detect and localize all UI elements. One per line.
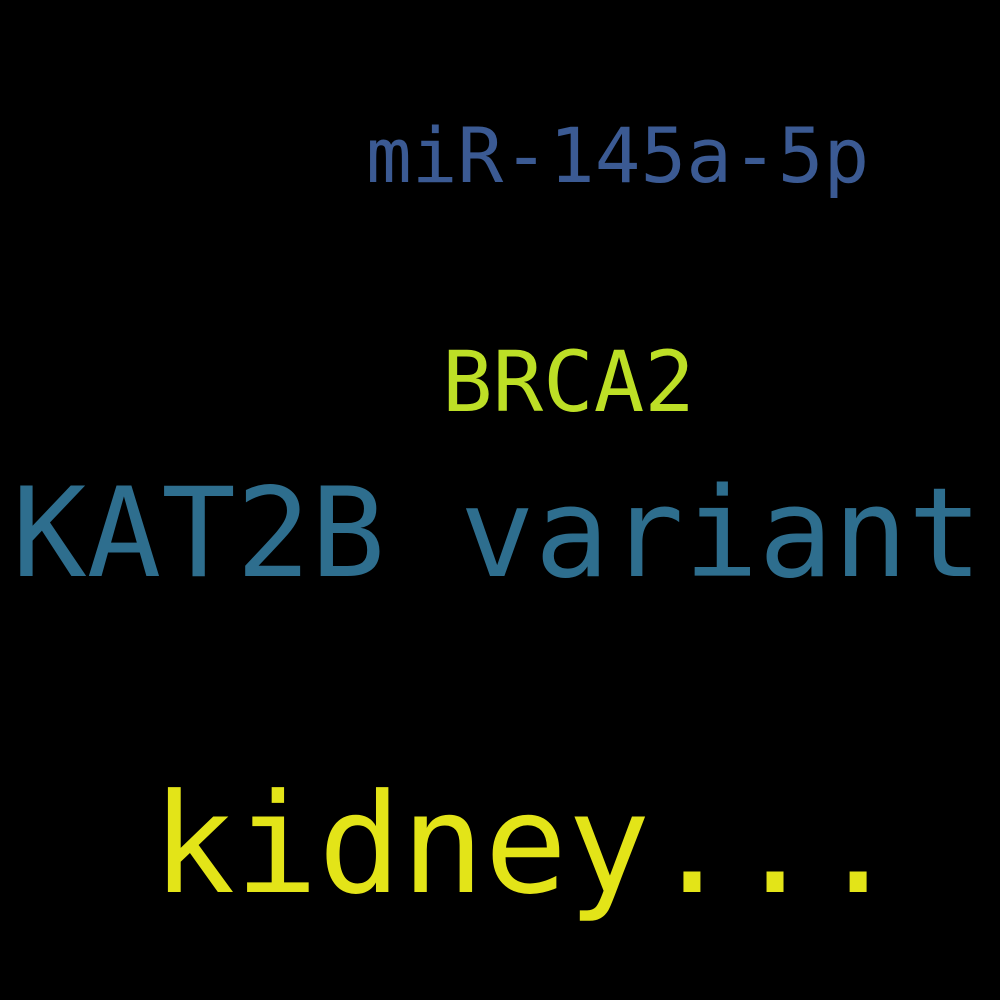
word-kidney: kidney...	[152, 764, 900, 925]
word-brca2: BRCA2	[442, 333, 695, 431]
word-kat2b-variant: KAT2B variant	[12, 462, 983, 606]
word-mir-145a-5p: miR-145a-5p	[366, 111, 870, 200]
